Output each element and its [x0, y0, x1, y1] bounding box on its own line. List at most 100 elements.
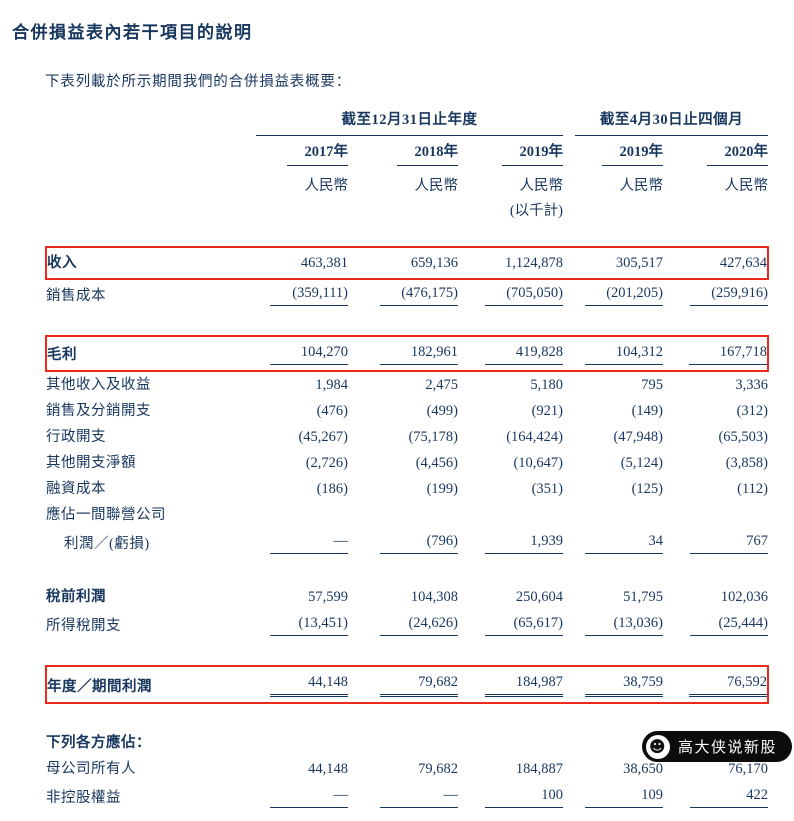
- row-label: 銷售成本: [46, 288, 106, 304]
- cell-value: (921): [531, 403, 564, 419]
- cell-value: 767: [690, 531, 769, 554]
- cell-value: (3,858): [725, 455, 769, 471]
- table-row-gross-profit: 毛利 104,270 182,961 419,828 104,312 167,7…: [45, 335, 770, 372]
- table-row-revenue: 收入 463,381 659,136 1,124,878 305,517 427…: [45, 246, 770, 280]
- intro-text: 下表列載於所示期間我們的合併損益表概要：: [45, 74, 351, 90]
- year-header: 2018年: [396, 142, 458, 166]
- cell-value: 2,475: [425, 377, 458, 393]
- table-row-non-controlling-interests: 非控股權益 — — 100 109 422: [46, 782, 769, 811]
- cell-value: 659,136: [410, 255, 458, 271]
- year-header: 2019年: [501, 142, 564, 166]
- table-row-attributable-to: 下列各方應佔：: [46, 730, 768, 756]
- income-statement-table: 截至12月31日止年度 截至4月30日止四個月 2017年 2018年 2019…: [45, 107, 770, 811]
- cell-value: 3,336: [735, 377, 769, 393]
- cell-value: (164,424): [506, 429, 564, 445]
- year-header: 2017年: [286, 142, 348, 166]
- cell-value: 38,759: [585, 672, 664, 697]
- cell-value: (13,451): [270, 613, 348, 636]
- table-row-selling-expenses: 銷售及分銷開支 (476) (499) (921) (149) (312): [46, 398, 768, 424]
- currency-header-row: 人民幣 人民幣 人民幣 人民幣 人民幣: [46, 169, 769, 199]
- cell-value: (149): [631, 403, 664, 419]
- cell-value: 100: [485, 785, 564, 808]
- table-row-other-income: 其他收入及收益 1,984 2,475 5,180 795 3,336: [46, 371, 768, 398]
- row-label: 收入: [47, 255, 77, 271]
- row-label: 非控股權益: [46, 790, 121, 806]
- cell-value: 104,312: [585, 342, 664, 365]
- cell-value: (75,178): [408, 429, 458, 445]
- cell-value: (2,726): [305, 455, 348, 471]
- table-row-profit-for-period: 年度／期間利潤 44,148 79,682 184,987 38,759 76,…: [45, 665, 770, 704]
- cell-value: 182,961: [380, 342, 458, 365]
- cell-value: —: [270, 785, 348, 808]
- row-label: 其他收入及收益: [46, 377, 151, 393]
- year-header: 2019年: [601, 142, 664, 166]
- cell-value: (796): [380, 531, 458, 554]
- cell-value: (47,948): [613, 429, 664, 445]
- row-label: 銷售及分銷開支: [46, 403, 151, 419]
- cell-value: (199): [426, 481, 458, 497]
- cell-value: (186): [316, 481, 348, 497]
- currency-label: 人民幣: [519, 178, 564, 194]
- cell-value: 44,148: [308, 761, 348, 777]
- cell-value: 44,148: [270, 672, 348, 697]
- cell-value: 34: [585, 531, 664, 554]
- cell-value: (499): [426, 403, 458, 419]
- cell-value: 427,634: [719, 255, 768, 271]
- cell-value: 1,939: [485, 531, 564, 554]
- cell-value: 1,984: [315, 377, 348, 393]
- row-label: 行政開支: [46, 429, 106, 445]
- row-label: 利潤／(虧損): [64, 536, 150, 552]
- currency-label: 人民幣: [724, 178, 769, 194]
- cell-value: 167,718: [689, 342, 768, 365]
- table-row-share-of-associate-values: 利潤／(虧損) — (796) 1,939 34 767: [46, 528, 769, 557]
- cell-value: 109: [585, 785, 664, 808]
- table-row-finance-costs: 融資成本 (186) (199) (351) (125) (112): [46, 476, 768, 502]
- cell-value: (312): [736, 403, 769, 419]
- cell-value: 102,036: [720, 589, 769, 605]
- row-label: 應佔一間聯營公司: [46, 507, 166, 523]
- cell-value: —: [270, 531, 348, 554]
- unit-note-row: (以千計): [46, 199, 768, 224]
- cell-value: (201,205): [585, 283, 664, 306]
- column-group-annual: 截至12月31日止年度: [256, 110, 564, 136]
- cell-value: 51,795: [623, 589, 664, 605]
- row-label: 毛利: [47, 347, 77, 363]
- cell-value: (4,456): [415, 455, 458, 471]
- table-row-income-tax-expense: 所得稅開支 (13,451) (24,626) (65,617) (13,036…: [46, 610, 769, 639]
- cell-value: (359,111): [270, 283, 348, 306]
- year-header: 2020年: [706, 142, 769, 166]
- cell-value: (476): [316, 403, 348, 419]
- table-row-admin-expenses: 行政開支 (45,267) (75,178) (164,424) (47,948…: [46, 424, 768, 450]
- cell-value: 1,124,878: [505, 255, 564, 271]
- year-header-row: 2017年 2018年 2019年 2019年 2020年: [46, 139, 769, 169]
- table-row-other-expenses-net: 其他開支淨額 (2,726) (4,456) (10,647) (5,124) …: [46, 450, 768, 476]
- watermark-logo-icon: ☻: [645, 734, 670, 759]
- cell-value: 57,599: [308, 589, 348, 605]
- cell-value: 76,592: [689, 672, 768, 697]
- row-label: 融資成本: [46, 481, 106, 497]
- cell-value: 463,381: [300, 255, 348, 271]
- cell-value: 79,682: [380, 672, 458, 697]
- table-row-share-of-associate-label: 應佔一間聯營公司: [46, 502, 768, 528]
- currency-label: 人民幣: [414, 178, 459, 194]
- cell-value: 419,828: [485, 342, 564, 365]
- column-group-header-row: 截至12月31日止年度 截至4月30日止四個月: [46, 107, 769, 139]
- cell-value: —: [380, 785, 458, 808]
- cell-value: 5,180: [530, 377, 564, 393]
- watermark-badge: ☻ 高大侠说新股: [641, 731, 792, 762]
- cell-value: (112): [737, 481, 769, 497]
- row-label: 所得稅開支: [46, 618, 121, 634]
- cell-value: 76,170: [728, 761, 769, 777]
- cell-value: (125): [631, 481, 664, 497]
- cell-value: 184,987: [485, 672, 564, 697]
- cell-value: 422: [690, 785, 769, 808]
- column-group-four-months: 截至4月30日止四個月: [575, 110, 769, 136]
- cell-value: 104,270: [270, 342, 348, 365]
- cell-value: (25,444): [690, 613, 769, 636]
- watermark-text: 高大侠说新股: [677, 739, 777, 756]
- row-label: 稅前利潤: [46, 589, 106, 605]
- cell-value: 250,604: [515, 589, 564, 605]
- cell-value: (10,647): [513, 455, 564, 471]
- cell-value: 104,308: [410, 589, 458, 605]
- cell-value: (351): [531, 481, 564, 497]
